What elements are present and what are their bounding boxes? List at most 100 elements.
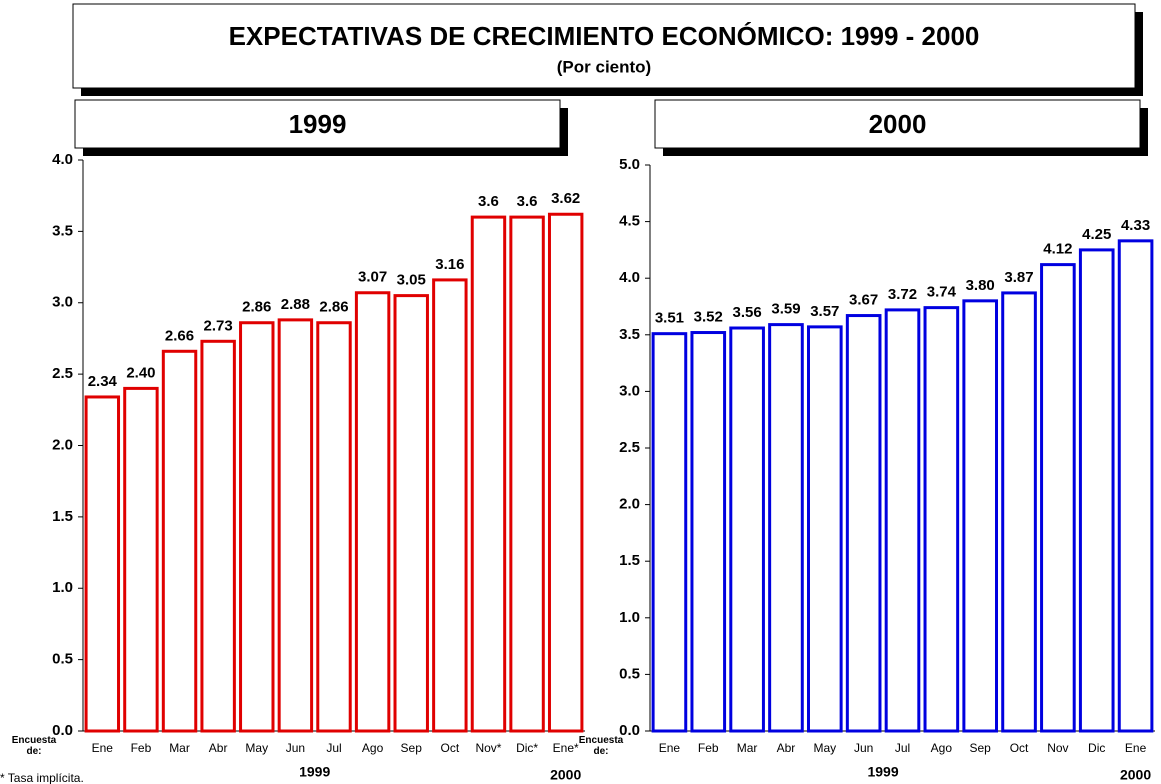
- x-tick-label: Nov*: [475, 741, 501, 755]
- value-label: 3.72: [888, 286, 917, 303]
- panel-title-box: [74, 99, 561, 149]
- value-label: 3.87: [1004, 269, 1033, 286]
- x-tick-label: May: [245, 741, 268, 755]
- y-tick-label: 4.5: [619, 213, 640, 230]
- x-tick-label: Oct: [1010, 741, 1029, 755]
- x-tick-label: Feb: [131, 741, 152, 755]
- x-tick-label: May: [813, 741, 836, 755]
- y-tick-label: 2.5: [619, 439, 640, 456]
- bar: [729, 326, 765, 733]
- x-axis-label-text: Encuesta de:: [11, 735, 57, 757]
- value-label: 3.51: [655, 310, 684, 327]
- y-tick-label: 1.5: [52, 508, 73, 525]
- value-label: 3.59: [771, 301, 800, 318]
- bar: [1040, 263, 1076, 733]
- x-tick-label: Dic*: [516, 741, 538, 755]
- x-group-label: 1999: [867, 764, 898, 780]
- bar: [768, 323, 804, 733]
- x-tick-label: Abr: [777, 741, 796, 755]
- bar: [1117, 239, 1154, 733]
- value-label: 3.57: [810, 303, 839, 320]
- x-tick-label: Mar: [169, 741, 190, 755]
- value-label: 4.25: [1082, 226, 1111, 243]
- x-tick-label: Nov: [1047, 741, 1068, 755]
- value-label: 2.66: [165, 327, 194, 344]
- bar: [806, 325, 843, 733]
- y-tick-label: 1.0: [619, 609, 640, 626]
- x-tick-label: Ago: [362, 741, 384, 755]
- x-tick-label: Oct: [441, 741, 460, 755]
- x-tick-label: Ene: [92, 741, 114, 755]
- bar: [200, 339, 236, 733]
- value-label: 3.74: [927, 284, 957, 301]
- value-label: 3.16: [435, 256, 464, 273]
- x-group-label: 2000: [1120, 767, 1151, 783]
- value-label: 3.6: [517, 193, 538, 210]
- chart-title: EXPECTATIVAS DE CRECIMIENTO ECONÓMICO: 1…: [229, 21, 980, 51]
- x-tick-label: Sep: [401, 741, 423, 755]
- bar: [277, 318, 314, 733]
- x-tick-label: Ene: [1125, 741, 1147, 755]
- bar: [845, 314, 882, 733]
- y-tick-label: 2.0: [52, 436, 73, 453]
- x-group-label: 1999: [299, 764, 330, 780]
- bar: [354, 291, 391, 733]
- y-tick-label: 0.0: [619, 722, 640, 739]
- value-label: 2.73: [204, 317, 233, 334]
- footnote: * Tasa implícita.: [0, 771, 84, 784]
- x-tick-label: Dic: [1088, 741, 1105, 755]
- value-label: 4.12: [1043, 241, 1072, 258]
- bar: [84, 395, 121, 733]
- y-tick-label: 1.0: [52, 579, 73, 596]
- x-tick-label: Mar: [737, 741, 758, 755]
- bar: [393, 294, 429, 733]
- y-tick-label: 2.5: [52, 365, 73, 382]
- value-label: 2.34: [88, 373, 118, 390]
- y-tick-label: 5.0: [619, 156, 640, 173]
- y-tick-label: 3.0: [52, 294, 73, 311]
- bar: [470, 215, 507, 733]
- bar: [690, 331, 727, 733]
- bar: [123, 386, 159, 733]
- bar: [1078, 248, 1115, 733]
- y-tick-label: 0.5: [619, 665, 640, 682]
- x-axis-label-text: Encuesta de:: [578, 735, 624, 757]
- title-box: [72, 3, 1136, 89]
- y-tick-label: 3.5: [52, 222, 73, 239]
- bar: [316, 321, 352, 733]
- value-label: 3.52: [694, 309, 723, 326]
- bar: [962, 299, 999, 733]
- bar: [161, 349, 198, 733]
- bar: [923, 306, 960, 733]
- y-tick-label: 4.0: [52, 151, 73, 168]
- x-group-label: 2000: [550, 767, 581, 783]
- y-tick-label: 1.5: [619, 552, 640, 569]
- value-label: 3.80: [966, 277, 995, 294]
- value-label: 3.07: [358, 269, 387, 286]
- bar: [509, 215, 545, 733]
- x-axis-label: Encuesta de:: [11, 735, 57, 757]
- y-tick-label: 4.0: [619, 269, 640, 286]
- y-tick-label: 2.0: [619, 496, 640, 513]
- y-tick-label: 0.5: [52, 651, 73, 668]
- panel-title: 1999: [289, 109, 347, 139]
- chart-subtitle: (Por ciento): [557, 57, 651, 76]
- x-tick-label: Ene: [659, 741, 681, 755]
- y-tick-label: 0.0: [52, 722, 73, 739]
- panel-title-box: [654, 99, 1141, 149]
- x-tick-label: Jul: [895, 741, 910, 755]
- value-label: 4.33: [1121, 217, 1150, 234]
- x-tick-label: Abr: [209, 741, 228, 755]
- bar: [1001, 291, 1037, 733]
- value-label: 3.05: [397, 272, 426, 289]
- bar: [239, 321, 275, 733]
- value-label: 2.86: [242, 299, 271, 316]
- bar: [884, 308, 921, 733]
- value-label: 2.40: [126, 364, 155, 381]
- x-axis-label: Encuesta de:: [578, 735, 624, 757]
- value-label: 3.67: [849, 292, 878, 309]
- x-tick-label: Ago: [931, 741, 953, 755]
- bar: [432, 278, 468, 733]
- x-tick-label: Jun: [286, 741, 305, 755]
